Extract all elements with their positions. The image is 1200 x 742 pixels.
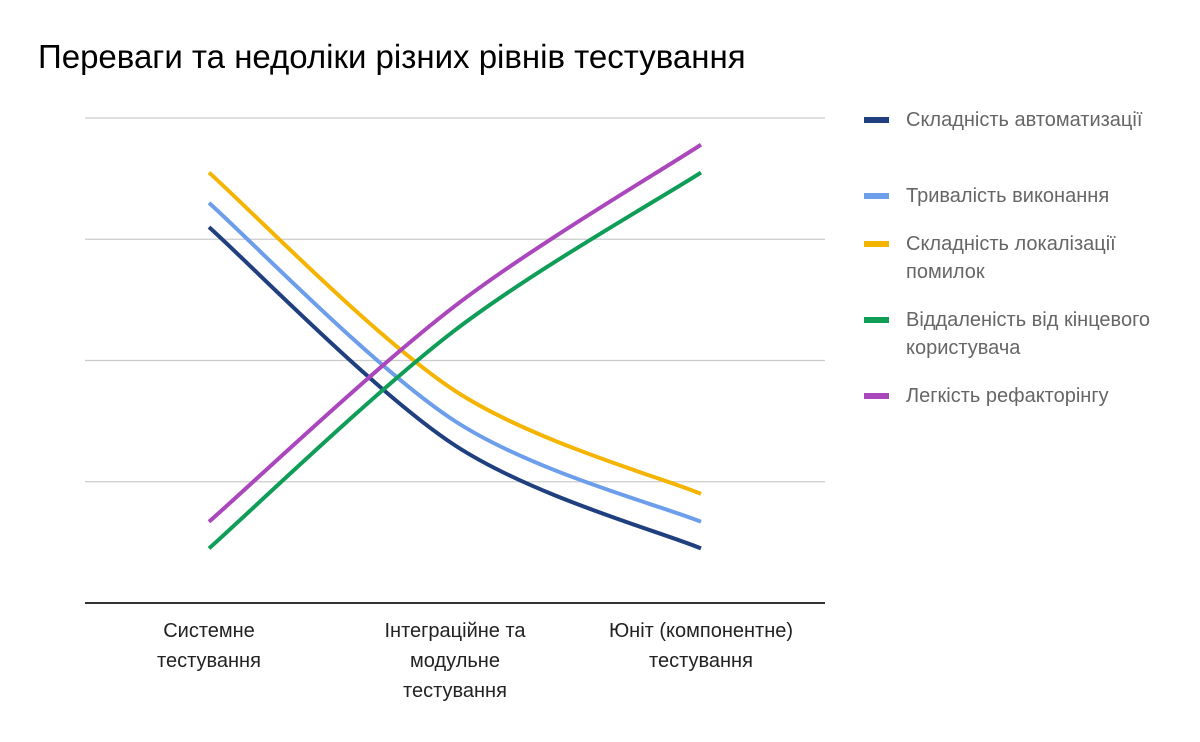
series-line-2 (207, 171, 702, 496)
legend-item-refaktoring: Легкість рефакторінгу (864, 382, 1109, 410)
legend-swatch (864, 117, 889, 123)
series-line-0 (207, 225, 702, 551)
legend-item-lokalizatsiia: Складність локалізації помилок (864, 230, 1194, 286)
series-line-4 (207, 143, 703, 524)
x-tick-label: Інтеграційне та модульне тестування (384, 620, 526, 702)
legend-swatch (864, 193, 889, 199)
legend-label: Складність локалізації помилок (906, 233, 1116, 283)
x-tick-label: Системне тестування (157, 620, 261, 672)
legend-label: Тривалість виконання (906, 185, 1110, 207)
series-line-1 (207, 201, 702, 524)
legend-label: Складність автоматизації (906, 109, 1143, 131)
legend-swatch (864, 393, 889, 399)
legend-label: Легкість рефакторінгу (906, 385, 1109, 407)
legend-item-tryvalist: Тривалість виконання (864, 182, 1109, 210)
legend-item-avtomatyzatsiia: Складність автоматизації (864, 106, 1142, 134)
legend-swatch (864, 241, 889, 247)
legend-label: Віддаленість від кінцевого користувача (906, 309, 1151, 359)
x-tick-label: Юніт (компонентне) тестування (608, 620, 794, 672)
legend-item-viddalenist: Віддаленість від кінцевого користувача (864, 306, 1194, 362)
chart-title: Переваги та недоліки різних рівнів тесту… (38, 38, 746, 75)
series-line-3 (207, 170, 703, 550)
legend-swatch (864, 317, 889, 323)
